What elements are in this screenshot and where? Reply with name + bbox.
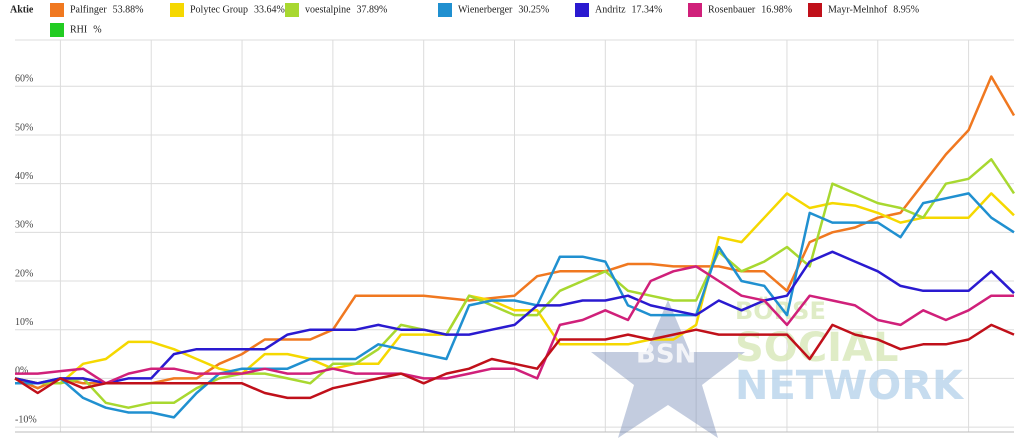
legend-label: Mayr-Melnhof [828, 4, 888, 15]
y-tick-label: 30% [15, 220, 33, 231]
watermark: BSN BÖRSE SOCIAL NETWORK [591, 295, 965, 438]
y-tick-label: 50% [15, 122, 33, 133]
watermark-bsn: BSN [636, 340, 696, 370]
legend-value: 37.89% [357, 4, 388, 15]
y-tick-label: -10% [15, 414, 37, 425]
series-line [14, 158, 1016, 409]
y-tick-label: 20% [15, 268, 33, 279]
legend-swatch [575, 3, 589, 17]
series-line [15, 265, 1014, 385]
legend-swatch [50, 23, 64, 37]
legend-label: Rosenbauer [708, 4, 756, 15]
watermark-star [591, 300, 745, 438]
series-line [14, 323, 1015, 400]
legend-label: RHI [70, 24, 87, 35]
legend-label: Palfinger [70, 4, 107, 15]
legend-label: Polytec Group [190, 4, 248, 15]
legend-swatch [688, 3, 702, 17]
y-tick-label: 10% [15, 317, 33, 328]
y-tick-label: 40% [15, 171, 33, 182]
legend-value: 33.64% [254, 4, 285, 15]
legend-swatch [170, 3, 184, 17]
legend-swatch [285, 3, 299, 17]
legend-value: % [93, 24, 101, 35]
legend-label: Andritz [595, 4, 626, 15]
legend-value: 17.34% [632, 4, 663, 15]
series-line [15, 192, 1015, 419]
legend-value: 8.95% [893, 4, 919, 15]
legend-value: 16.98% [761, 4, 792, 15]
legend-label: Wienerberger [458, 4, 513, 15]
series-line [14, 250, 1015, 385]
legend-title: Aktie [10, 4, 34, 15]
y-tick-label: 60% [15, 74, 33, 85]
legend-swatch [50, 3, 64, 17]
series-line [14, 75, 1016, 390]
watermark-text: NETWORK [735, 363, 965, 409]
legend-swatch [808, 3, 822, 17]
legend-swatch [438, 3, 452, 17]
grid [15, 39, 1014, 433]
legend-label: voestalpine [305, 4, 351, 15]
y-tick-label: 0% [15, 366, 28, 377]
legend-value: 53.88% [113, 4, 144, 15]
legend-value: 30.25% [518, 4, 549, 15]
watermark-text: BÖRSE [735, 295, 826, 325]
